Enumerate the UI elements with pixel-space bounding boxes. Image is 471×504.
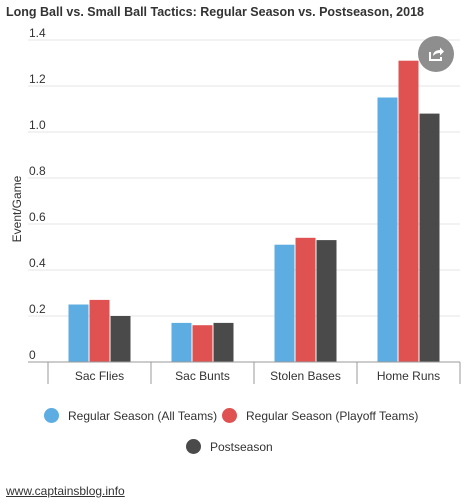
- legend-swatch: [222, 408, 237, 423]
- legend-item-regular-all: Regular Season (All Teams): [44, 408, 217, 423]
- x-tick-label: Sac Flies: [75, 369, 124, 383]
- chart-title: Long Ball vs. Small Ball Tactics: Regula…: [6, 5, 424, 19]
- bar: [213, 322, 234, 362]
- bar: [68, 304, 89, 362]
- x-tick-label: Sac Bunts: [175, 369, 230, 383]
- bar: [89, 299, 110, 362]
- bar: [110, 316, 131, 362]
- bar: [192, 325, 213, 362]
- share-icon: [429, 47, 444, 61]
- bar-chart: 0 0.2 0.4 0.6 0.8 1.0 1.2 1.4 Event/Game Sac Flie…: [10, 26, 461, 384]
- legend-label: Regular Season (All Teams): [68, 408, 218, 423]
- x-tick-label: Stolen Bases: [270, 369, 341, 383]
- y-tick-label: 0.6: [29, 210, 46, 224]
- legend-swatch: [44, 408, 59, 423]
- y-tick-label: 0.2: [29, 302, 46, 316]
- bar: [274, 244, 295, 362]
- y-tick-label: 0.4: [29, 256, 46, 270]
- y-tick-label: 1.4: [29, 26, 46, 40]
- bar: [171, 322, 192, 362]
- legend-swatch: [186, 439, 201, 454]
- bar: [377, 97, 398, 362]
- source-link[interactable]: www.captainsblog.info: [6, 484, 125, 498]
- legend-item-postseason: Postseason: [186, 439, 273, 454]
- legend-item-regular-playoff: Regular Season (Playoff Teams): [222, 408, 418, 423]
- y-tick-label: 1.2: [29, 72, 46, 86]
- bar: [316, 240, 337, 362]
- bar: [295, 237, 316, 362]
- chart-legend: Regular Season (All Teams) Regular Seaso…: [0, 398, 471, 468]
- y-tick-label: 0: [29, 348, 36, 362]
- share-button[interactable]: [418, 36, 454, 72]
- y-tick-label: 0.8: [29, 164, 46, 178]
- y-axis-label: Event/Game: [10, 175, 24, 242]
- x-tick-label: Home Runs: [377, 369, 440, 383]
- legend-label: Regular Season (Playoff Teams): [246, 408, 419, 423]
- y-tick-label: 1.0: [29, 118, 46, 132]
- legend-label: Postseason: [210, 439, 273, 454]
- bar: [398, 60, 419, 362]
- bar: [419, 113, 440, 362]
